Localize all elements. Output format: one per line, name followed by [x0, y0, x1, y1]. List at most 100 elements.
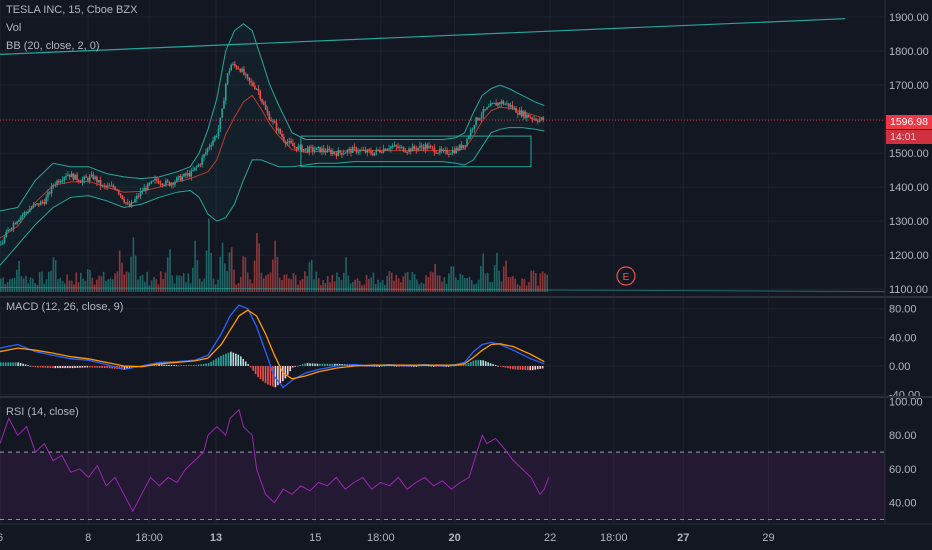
candle-body [390, 146, 392, 149]
macd-histogram-bar [215, 358, 217, 366]
candle-body [268, 113, 271, 120]
macd-histogram-bar [331, 363, 334, 366]
macd-histogram-bar [319, 363, 321, 366]
macd-histogram-bar [507, 365, 509, 369]
candle-body [283, 136, 285, 142]
symbol-line[interactable]: TESLA INC, 15, Cboe BZX [6, 4, 138, 16]
macd-histogram-bar [366, 365, 368, 367]
candle-body [21, 214, 24, 217]
macd-histogram-bar [497, 365, 499, 367]
candle-body [321, 148, 323, 153]
volume-bar [141, 274, 144, 292]
rsi-tick-label: 80.00 [889, 430, 917, 442]
volume-bar [329, 282, 331, 292]
volume-bar [484, 273, 487, 292]
candle-body [284, 141, 287, 144]
macd-histogram-bar [304, 363, 306, 366]
macd-histogram-bar [0, 362, 2, 366]
candle-body [491, 103, 494, 105]
macd-histogram-bar [94, 365, 96, 368]
candle-body [195, 166, 198, 168]
macd-histogram-bar [477, 360, 480, 366]
macd-histogram-bar [51, 365, 54, 369]
volume-bar [448, 273, 450, 292]
volume-bar [482, 253, 484, 292]
macd-histogram-bar [326, 363, 329, 366]
candle-body [520, 110, 523, 117]
volume-bar [86, 269, 89, 292]
macd-histogram-bar [479, 360, 482, 366]
macd-histogram-bar [128, 365, 131, 369]
macd-histogram-bar [272, 365, 274, 387]
volume-bar [532, 270, 535, 292]
candle-body [498, 102, 501, 104]
macd-histogram-bar [222, 354, 225, 366]
macd-histogram-bar [249, 365, 252, 368]
volume-bar [205, 250, 208, 292]
candle-body [348, 148, 350, 151]
candle-body [326, 148, 329, 153]
macd-histogram-bar [502, 365, 504, 368]
volume-indicator-label[interactable]: Vol [6, 22, 22, 34]
volume-bar [395, 275, 398, 292]
macd-histogram-bar [118, 365, 121, 370]
volume-bar [105, 280, 107, 292]
candle-body [197, 164, 200, 167]
macd-histogram-bar [86, 365, 89, 368]
candle-body [272, 121, 274, 123]
candle-body [290, 140, 292, 144]
rsi-indicator-label[interactable]: RSI (14, close) [6, 406, 79, 418]
candle-body [462, 145, 465, 148]
volume-bar [418, 284, 420, 292]
volume-bar [340, 279, 343, 292]
macd-histogram-bar [84, 365, 86, 368]
candle-body [243, 68, 245, 75]
candle-body [183, 173, 185, 177]
macd-histogram-bar [14, 362, 17, 366]
bb-indicator-label[interactable]: BB (20, close, 2, 0) [6, 40, 100, 52]
macd-histogram-bar [541, 365, 544, 369]
macd-histogram-bar [470, 361, 472, 366]
candle-body [542, 117, 545, 121]
volume-bar [91, 277, 94, 292]
volume-bar [445, 283, 448, 292]
macd-histogram-bar [484, 361, 487, 366]
candle-body [335, 153, 338, 156]
candle-body [188, 173, 191, 177]
candle-body [457, 148, 459, 151]
volume-bar [262, 278, 265, 292]
volume-bar [226, 271, 228, 292]
signal-line [0, 309, 545, 380]
macd-histogram-bar [289, 365, 292, 372]
volume-bar [237, 282, 240, 292]
candle-body [107, 185, 109, 187]
candle-body [375, 149, 378, 153]
candle-body [319, 147, 321, 153]
candle-body [482, 109, 485, 116]
candle-body [500, 101, 503, 104]
candle-body [453, 150, 456, 154]
candle-body [156, 178, 158, 181]
macd-histogram-bar [277, 365, 279, 386]
candle-body [411, 146, 414, 152]
volume-bar [310, 259, 313, 292]
macd-indicator-label[interactable]: MACD (12, 26, close, 9) [6, 301, 124, 313]
candle-body [70, 173, 73, 178]
macd-histogram-bar [19, 362, 22, 366]
candle-body [154, 178, 156, 181]
earnings-marker[interactable] [616, 266, 636, 286]
macd-histogram-bar [155, 364, 158, 366]
candle-body [10, 228, 13, 230]
volume-bar [530, 270, 533, 292]
bb-basis-line [0, 94, 545, 239]
macd-histogram-bar [499, 365, 502, 367]
volume-bar [512, 276, 514, 292]
macd-histogram-bar [435, 365, 438, 367]
candle-body [157, 180, 160, 184]
volume-bar [134, 255, 137, 292]
volume-bar [422, 283, 425, 292]
macd-histogram-bar [195, 365, 198, 366]
candle-body [7, 229, 9, 232]
